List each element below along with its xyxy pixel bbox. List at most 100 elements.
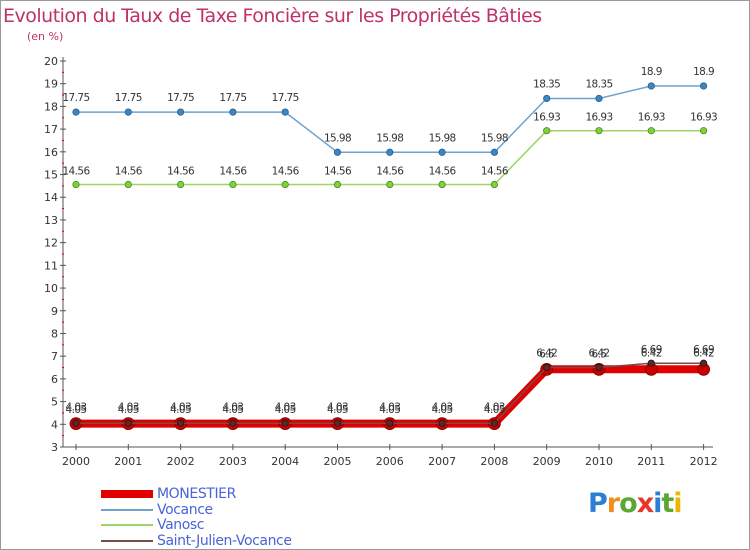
data-label: 15.98 <box>376 132 403 144</box>
logo-letter: i <box>653 488 662 519</box>
y-tick-label: 9 <box>51 305 58 318</box>
data-point <box>543 127 551 135</box>
data-point <box>333 419 342 427</box>
data-point <box>229 419 237 427</box>
data-label: 18.35 <box>585 78 612 90</box>
y-tick-label: 3 <box>51 441 58 454</box>
y-tick-label: 13 <box>44 214 58 227</box>
data-point <box>177 180 185 189</box>
data-point <box>647 359 655 367</box>
data-label: 14.56 <box>376 166 404 178</box>
logo-letter: t <box>661 488 674 519</box>
data-point <box>647 127 655 135</box>
x-tick-label: 2001 <box>114 455 142 468</box>
y-tick-label: 14 <box>44 191 58 204</box>
y-tick-label: 19 <box>44 78 58 91</box>
y-tick-label: 4 <box>51 418 58 431</box>
y-tick-label: 15 <box>44 169 58 182</box>
y-tick-label: 16 <box>44 146 58 159</box>
y-tick-label: 5 <box>51 396 58 409</box>
data-label: 4.03 <box>275 402 296 414</box>
logo-letter: o <box>619 488 638 519</box>
proxiti-logo: Proxiti <box>588 488 683 519</box>
data-label: 14.56 <box>167 166 195 178</box>
data-point <box>72 419 80 427</box>
data-label: 4.03 <box>432 402 453 414</box>
data-point <box>490 148 498 156</box>
data-point <box>72 180 80 189</box>
x-tick-label: 2011 <box>637 455 665 468</box>
data-point <box>229 108 237 116</box>
data-point <box>281 419 289 427</box>
x-tick-label: 2012 <box>690 455 718 468</box>
y-tick-label: 18 <box>44 100 58 113</box>
legend-swatch <box>101 539 153 542</box>
data-point <box>124 108 132 116</box>
data-label: 4.05 <box>484 404 505 416</box>
data-point <box>490 419 498 427</box>
data-point <box>490 180 498 189</box>
series-vocance: 17.75 17.75 17.75 17.75 17.75 15.98 15.98 15.98… <box>62 66 715 156</box>
data-label: 17.75 <box>272 92 299 104</box>
data-point <box>333 148 342 156</box>
logo-letter: r <box>606 488 620 519</box>
series-vanosc: 14.56 14.56 14.56 14.56 14.56 14.56 14.56 14.56… <box>62 112 718 189</box>
data-label: 15.98 <box>481 132 508 144</box>
data-label: 6.42 <box>641 347 662 359</box>
data-label: 6.5 <box>539 349 554 361</box>
logo-letter: x <box>636 488 654 519</box>
x-tick-label: 2008 <box>480 455 508 468</box>
data-point <box>386 419 394 427</box>
data-label: 14.56 <box>481 166 509 178</box>
data-label: 16.93 <box>638 112 665 124</box>
data-label: 4.05 <box>170 404 191 416</box>
data-label: 4.05 <box>118 404 139 416</box>
data-label: 16.93 <box>585 112 612 124</box>
data-label: 16.93 <box>533 112 560 124</box>
data-label: 15.98 <box>429 132 456 144</box>
x-tick-label: 2000 <box>62 455 90 468</box>
data-label: 4.03 <box>327 402 348 414</box>
data-label: 14.56 <box>62 166 90 178</box>
data-point <box>438 180 446 189</box>
x-tick-label: 2009 <box>533 455 561 468</box>
data-label: 14.56 <box>272 166 300 178</box>
data-point <box>386 148 394 156</box>
x-tick-label: 2003 <box>219 455 247 468</box>
x-tick-label: 2010 <box>585 455 613 468</box>
data-label: 4.05 <box>275 404 296 416</box>
data-label: 4.05 <box>379 404 400 416</box>
data-label: 15.98 <box>324 132 351 144</box>
data-label: 14.56 <box>324 166 352 178</box>
data-label: 17.75 <box>167 92 194 104</box>
data-label: 4.03 <box>66 402 87 414</box>
data-label: 14.56 <box>219 166 247 178</box>
data-label: 6.5 <box>592 349 607 361</box>
legend-label: Vocance <box>157 501 213 518</box>
y-tick-label: 17 <box>44 123 58 136</box>
data-label: 6.42 <box>693 347 714 359</box>
logo-letter: P <box>588 488 608 519</box>
data-label: 18.9 <box>641 66 662 78</box>
data-label: 4.03 <box>118 402 139 414</box>
data-point <box>699 127 708 135</box>
x-tick-label: 2007 <box>428 455 456 468</box>
data-label: 6.69 <box>693 344 714 356</box>
data-label: 6.42 <box>589 347 610 359</box>
data-label: 4.03 <box>170 402 191 414</box>
data-label: 14.56 <box>115 166 143 178</box>
x-tick-label: 2006 <box>376 455 404 468</box>
data-label: 16.93 <box>690 112 717 124</box>
chart-title: Evolution du Taux de Taxe Foncière sur l… <box>3 5 542 27</box>
legend-label: MONESTIER <box>157 486 236 502</box>
data-point <box>595 94 603 103</box>
x-tick-label: 2005 <box>324 455 352 468</box>
y-tick-label: 8 <box>51 327 58 340</box>
data-point <box>72 108 80 116</box>
data-label: 14.56 <box>429 166 457 178</box>
x-tick-label: 2002 <box>167 455 195 468</box>
data-point <box>595 363 603 372</box>
data-label: 17.75 <box>219 92 246 104</box>
